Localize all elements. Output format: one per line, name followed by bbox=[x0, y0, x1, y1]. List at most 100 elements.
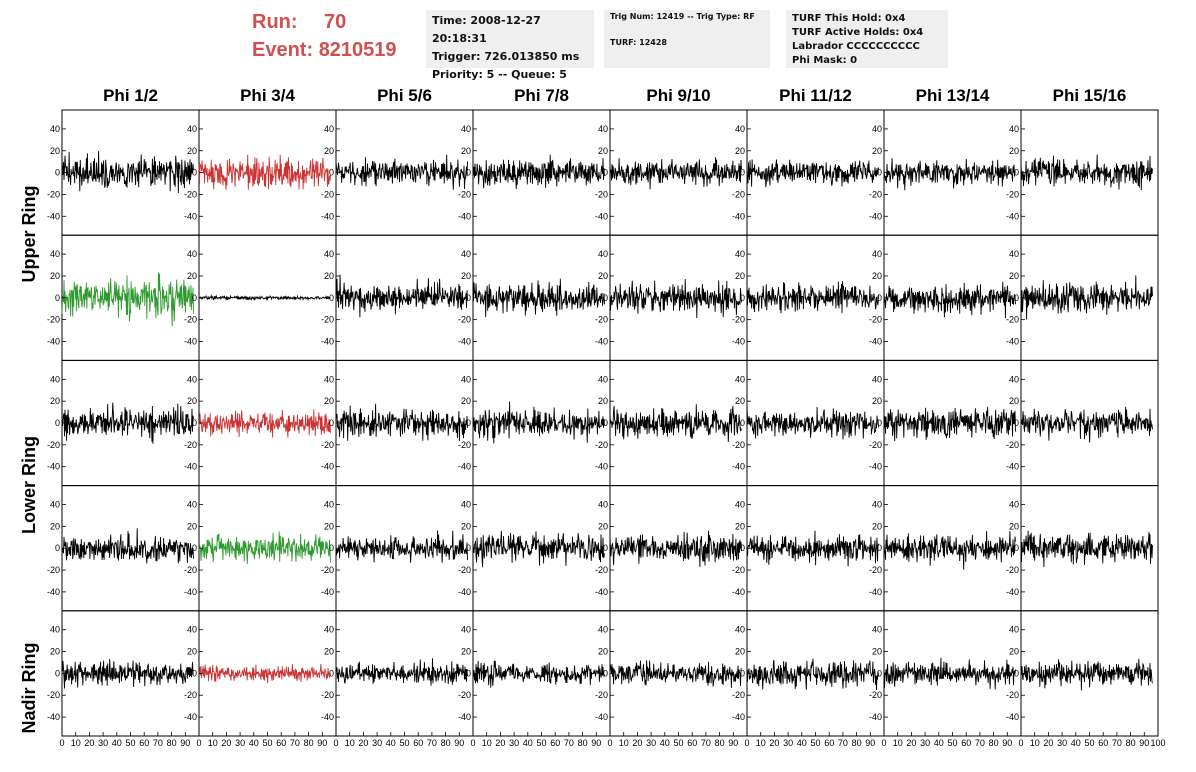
y-tick-label-r0-c3-1: 20 bbox=[461, 146, 471, 156]
waveform-trace-r4-c4 bbox=[609, 660, 742, 689]
x-tick-label-c0-2: 20 bbox=[84, 738, 94, 748]
waveform-trace-r1-c4 bbox=[609, 278, 742, 319]
x-tick-label-c5-3: 30 bbox=[783, 738, 793, 748]
y-tick-label-r1-c4-4: -40 bbox=[595, 336, 608, 346]
x-tick-label-c3-5: 50 bbox=[536, 738, 546, 748]
y-tick-label-r1-c1-2: 0 bbox=[192, 293, 197, 303]
waveform-trace-r0-c6 bbox=[883, 158, 1016, 191]
y-tick-label-r2-c6-0: 40 bbox=[872, 374, 882, 384]
x-tick-label-c3-9: 90 bbox=[591, 738, 601, 748]
y-tick-label-r1-c3-4: -40 bbox=[458, 336, 471, 346]
x-tick-label-c3-3: 30 bbox=[509, 738, 519, 748]
x-tick-label-c2-5: 50 bbox=[399, 738, 409, 748]
waveform-trace-r3-c5 bbox=[746, 530, 879, 567]
x-tick-label-c6-0: 0 bbox=[881, 738, 886, 748]
y-tick-label-r4-c4-4: -40 bbox=[595, 712, 608, 722]
y-tick-label-r3-c5-3: -20 bbox=[732, 565, 745, 575]
y-tick-label-r3-c1-0: 40 bbox=[187, 500, 197, 510]
y-tick-label-r2-c1-4: -40 bbox=[184, 462, 197, 472]
y-tick-label-r1-c5-3: -20 bbox=[732, 315, 745, 325]
x-tick-label-c6-1: 10 bbox=[893, 738, 903, 748]
y-tick-label-r1-c7-2: 0 bbox=[1014, 293, 1019, 303]
y-tick-label-r4-c3-0: 40 bbox=[461, 625, 471, 635]
y-tick-label-r3-c4-2: 0 bbox=[603, 543, 608, 553]
x-tick-label-c4-6: 60 bbox=[687, 738, 697, 748]
y-tick-label-r1-c4-1: 20 bbox=[598, 271, 608, 281]
x-tick-label-c3-1: 10 bbox=[482, 738, 492, 748]
y-tick-label-r0-c0-2: 0 bbox=[55, 168, 60, 178]
priority-text: Priority: 5 -- Queue: 5 bbox=[432, 68, 567, 81]
y-tick-label-r1-c2-1: 20 bbox=[324, 271, 334, 281]
y-tick-label-r0-c5-4: -40 bbox=[732, 211, 745, 221]
y-tick-label-r0-c1-0: 40 bbox=[187, 124, 197, 134]
waveform-trace-r3-c4 bbox=[609, 530, 742, 568]
waveform-trace-r1-c6 bbox=[883, 281, 1016, 319]
x-tick-label-c7-3: 30 bbox=[1057, 738, 1067, 748]
y-tick-label-r2-c2-2: 0 bbox=[329, 418, 334, 428]
y-tick-label-r1-c5-1: 20 bbox=[735, 271, 745, 281]
y-tick-label-r3-c2-4: -40 bbox=[321, 587, 334, 597]
y-tick-label-r1-c6-2: 0 bbox=[877, 293, 882, 303]
trigger-text: Trigger: 726.013850 ms bbox=[432, 50, 580, 63]
y-tick-label-r3-c2-1: 20 bbox=[324, 521, 334, 531]
y-tick-label-r4-c5-3: -20 bbox=[732, 690, 745, 700]
y-tick-label-r3-c5-1: 20 bbox=[735, 521, 745, 531]
phi-mask-text: Phi Mask: 0 bbox=[792, 55, 858, 66]
y-tick-label-r3-c0-2: 0 bbox=[55, 543, 60, 553]
x-tick-label-c4-8: 80 bbox=[715, 738, 725, 748]
y-tick-label-r0-c6-3: -20 bbox=[869, 189, 882, 199]
x-tick-label-c1-9: 90 bbox=[317, 738, 327, 748]
waveform-trace-r2-c5 bbox=[746, 405, 879, 440]
y-tick-label-r1-c4-3: -20 bbox=[595, 315, 608, 325]
waveform-trace-r1-c7 bbox=[1020, 275, 1153, 320]
y-tick-label-r2-c0-3: -20 bbox=[47, 440, 60, 450]
y-tick-label-r0-c6-1: 20 bbox=[872, 146, 882, 156]
waveform-trace-r2-c2 bbox=[335, 403, 468, 442]
y-tick-label-r4-c0-0: 40 bbox=[50, 625, 60, 635]
y-tick-label-r1-c3-2: 0 bbox=[466, 293, 471, 303]
y-tick-label-r0-c2-2: 0 bbox=[329, 168, 334, 178]
turf-this-hold-text: TURF This Hold: 0x4 bbox=[792, 13, 906, 24]
y-tick-label-r0-c3-3: -20 bbox=[458, 189, 471, 199]
run-event-info: Run: 70 Event: 8210519 bbox=[252, 8, 397, 64]
y-tick-label-r4-c2-4: -40 bbox=[321, 712, 334, 722]
y-tick-label-r1-c2-4: -40 bbox=[321, 336, 334, 346]
x-tick-label-c6-2: 20 bbox=[906, 738, 916, 748]
y-tick-label-r1-c7-4: -40 bbox=[1006, 336, 1019, 346]
y-tick-label-r1-c5-2: 0 bbox=[740, 293, 745, 303]
x-tick-label-c5-7: 70 bbox=[838, 738, 848, 748]
y-tick-label-r2-c0-4: -40 bbox=[47, 462, 60, 472]
y-tick-label-r3-c7-4: -40 bbox=[1006, 587, 1019, 597]
y-tick-label-r3-c4-4: -40 bbox=[595, 587, 608, 597]
y-tick-label-r2-c2-0: 40 bbox=[324, 374, 334, 384]
waveform-trace-r3-c3 bbox=[472, 530, 605, 568]
y-tick-label-r4-c5-0: 40 bbox=[735, 625, 745, 635]
turf-active-holds-text: TURF Active Holds: 0x4 bbox=[792, 27, 924, 38]
y-tick-label-r0-c3-0: 40 bbox=[461, 124, 471, 134]
waveform-trace-r4-c7 bbox=[1020, 658, 1153, 691]
y-tick-label-r4-c3-1: 20 bbox=[461, 647, 471, 657]
x-tick-label-c4-4: 40 bbox=[660, 738, 670, 748]
event-value: 8210519 bbox=[318, 39, 397, 61]
y-tick-label-r3-c2-2: 0 bbox=[329, 543, 334, 553]
x-tick-label-c2-1: 10 bbox=[345, 738, 355, 748]
y-tick-label-r0-c0-4: -40 bbox=[47, 211, 60, 221]
y-tick-label-r4-c2-0: 40 bbox=[324, 625, 334, 635]
y-tick-label-r2-c7-4: -40 bbox=[1006, 462, 1019, 472]
y-tick-label-r4-c4-2: 0 bbox=[603, 668, 608, 678]
y-tick-label-r1-c6-0: 40 bbox=[872, 249, 882, 259]
y-tick-label-r3-c3-3: -20 bbox=[458, 565, 471, 575]
waveform-trace-r1-c5 bbox=[746, 281, 879, 314]
y-tick-label-r2-c1-1: 20 bbox=[187, 396, 197, 406]
x-tick-label-c5-8: 80 bbox=[852, 738, 862, 748]
waveform-trace-r4-c3 bbox=[472, 660, 605, 688]
x-tick-label-c7-7: 70 bbox=[1112, 738, 1122, 748]
y-tick-label-r2-c3-0: 40 bbox=[461, 374, 471, 384]
y-tick-label-r4-c6-3: -20 bbox=[869, 690, 882, 700]
y-tick-label-r1-c0-4: -40 bbox=[47, 336, 60, 346]
x-tick-label-c2-0: 0 bbox=[333, 738, 338, 748]
x-tick-label-c2-4: 40 bbox=[386, 738, 396, 748]
time-text: Time: 2008-12-27 20:18:31 bbox=[432, 14, 541, 45]
y-tick-label-r0-c5-0: 40 bbox=[735, 124, 745, 134]
y-tick-label-r0-c6-4: -40 bbox=[869, 211, 882, 221]
